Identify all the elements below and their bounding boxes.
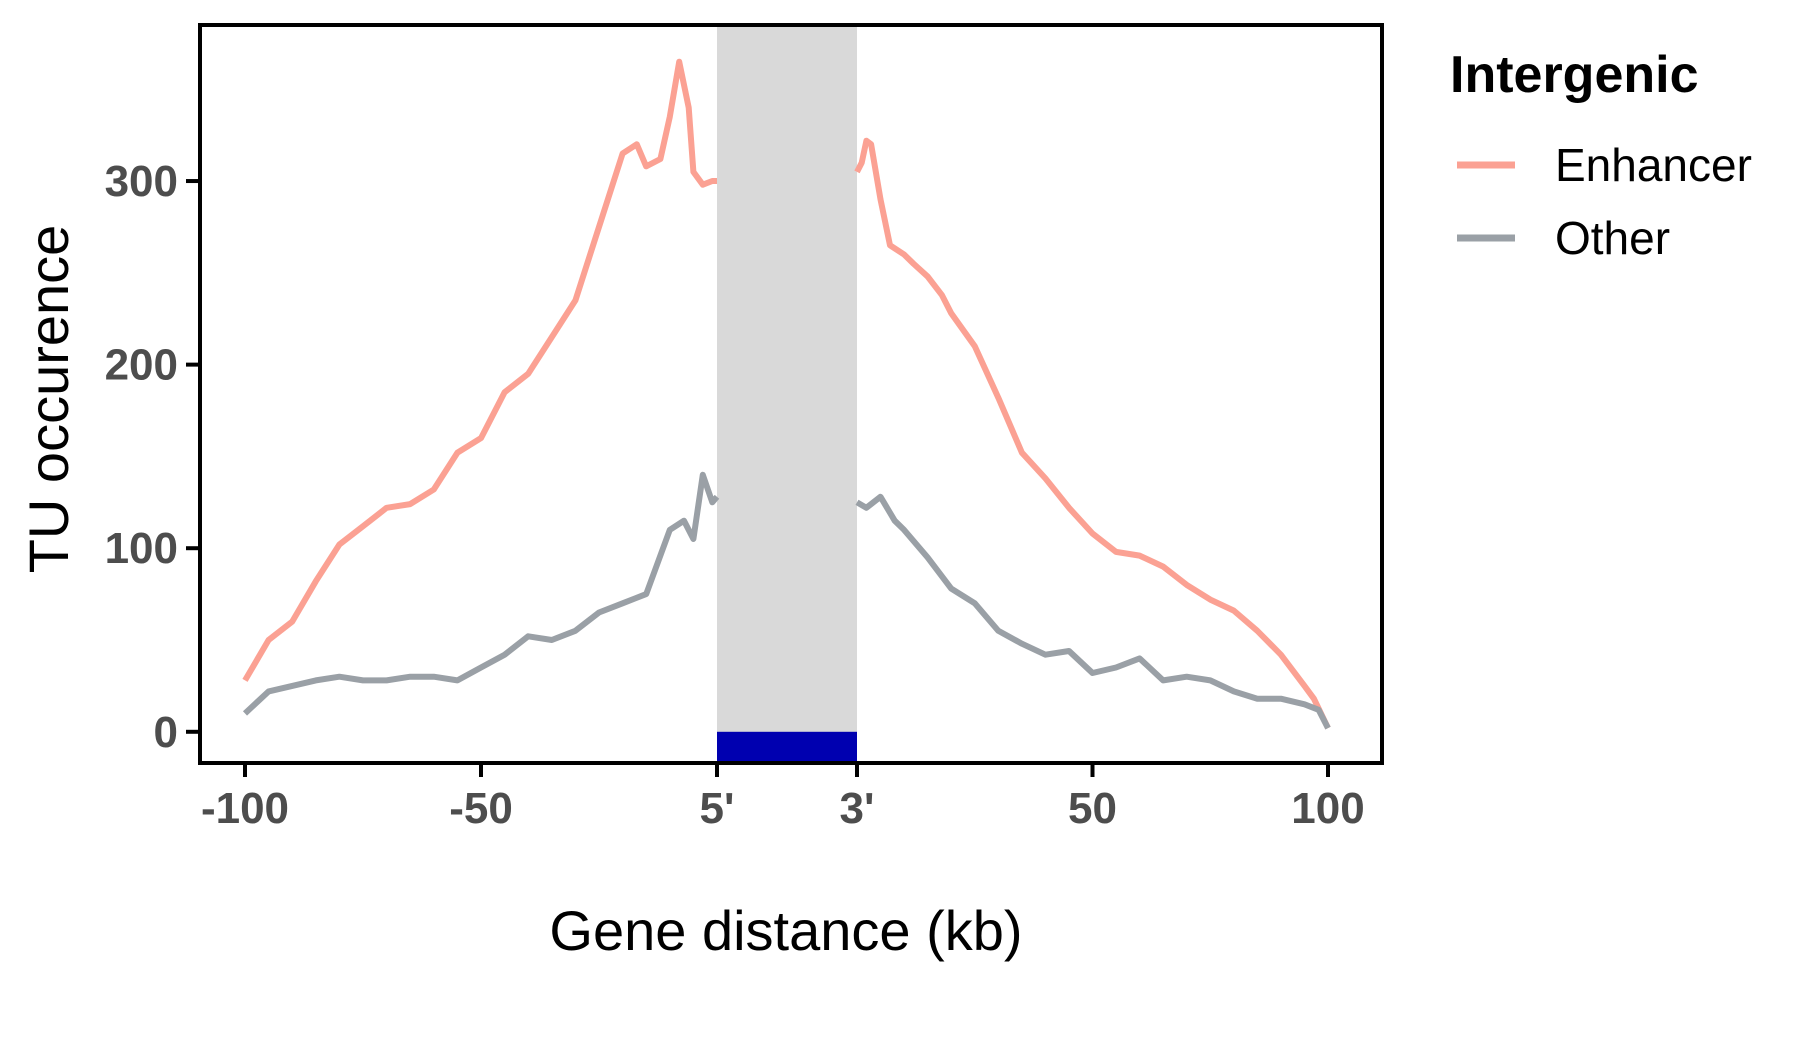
x-tick-label: -50 — [449, 784, 513, 833]
x-tick-label: 5' — [700, 784, 735, 833]
series-line-other-upstream — [242, 471, 720, 716]
series-line-enhancer-upstream — [242, 58, 717, 682]
gene-body-band — [717, 25, 857, 763]
y-tick-label: 100 — [105, 524, 178, 573]
plot-border — [198, 23, 1384, 765]
x-tick-label: -100 — [201, 784, 289, 833]
x-tick-label: 50 — [1068, 784, 1117, 833]
legend-label-other: Other — [1555, 212, 1670, 264]
legend: Intergenic Enhancer Other — [1450, 46, 1752, 264]
y-tick-label: 200 — [105, 341, 178, 390]
series-line-other-downstream — [855, 493, 1331, 730]
gene-body-bar — [717, 731, 857, 763]
x-tick-label: 3' — [840, 784, 875, 833]
x-tick-label: 100 — [1291, 784, 1364, 833]
x-axis-title: Gene distance (kb) — [549, 899, 1022, 962]
y-tick-label: 0 — [154, 708, 178, 757]
series-line-enhancer-downstream — [854, 137, 1331, 730]
y-axis-title: TU occurence — [17, 225, 80, 574]
axes: 0 100 200 300 -100 -50 5' 3' 50 100 — [105, 23, 1384, 833]
y-tick-label: 300 — [105, 157, 178, 206]
plot-area — [242, 25, 1331, 763]
legend-label-enhancer: Enhancer — [1555, 139, 1752, 191]
legend-title: Intergenic — [1450, 46, 1699, 104]
